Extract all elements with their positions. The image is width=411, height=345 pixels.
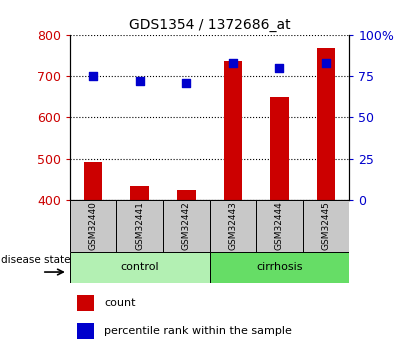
Text: GSM32440: GSM32440 xyxy=(89,201,98,250)
Bar xyxy=(84,161,102,200)
Bar xyxy=(177,190,196,200)
Text: cirrhosis: cirrhosis xyxy=(256,263,303,272)
Bar xyxy=(77,295,94,311)
Text: disease state: disease state xyxy=(1,255,71,265)
Text: count: count xyxy=(104,298,136,308)
Bar xyxy=(210,200,256,252)
Point xyxy=(323,60,329,66)
Bar xyxy=(116,200,163,252)
Text: percentile rank within the sample: percentile rank within the sample xyxy=(104,326,292,336)
Bar xyxy=(270,97,289,200)
Bar xyxy=(256,200,303,252)
Bar xyxy=(70,200,116,252)
Text: GSM32444: GSM32444 xyxy=(275,201,284,250)
Point xyxy=(230,60,236,66)
Bar xyxy=(77,323,94,339)
Point xyxy=(90,73,97,79)
Point xyxy=(136,78,143,83)
Point xyxy=(276,65,283,70)
Text: GSM32441: GSM32441 xyxy=(135,201,144,250)
Text: GSM32445: GSM32445 xyxy=(321,201,330,250)
Point xyxy=(183,80,189,85)
Bar xyxy=(317,48,335,200)
Bar xyxy=(163,200,210,252)
Text: control: control xyxy=(120,263,159,272)
Bar xyxy=(210,252,349,283)
Bar xyxy=(224,61,242,200)
Bar xyxy=(130,186,149,200)
Text: GSM32442: GSM32442 xyxy=(182,201,191,250)
Title: GDS1354 / 1372686_at: GDS1354 / 1372686_at xyxy=(129,18,291,32)
Bar xyxy=(70,252,210,283)
Text: GSM32443: GSM32443 xyxy=(229,201,238,250)
Bar xyxy=(303,200,349,252)
